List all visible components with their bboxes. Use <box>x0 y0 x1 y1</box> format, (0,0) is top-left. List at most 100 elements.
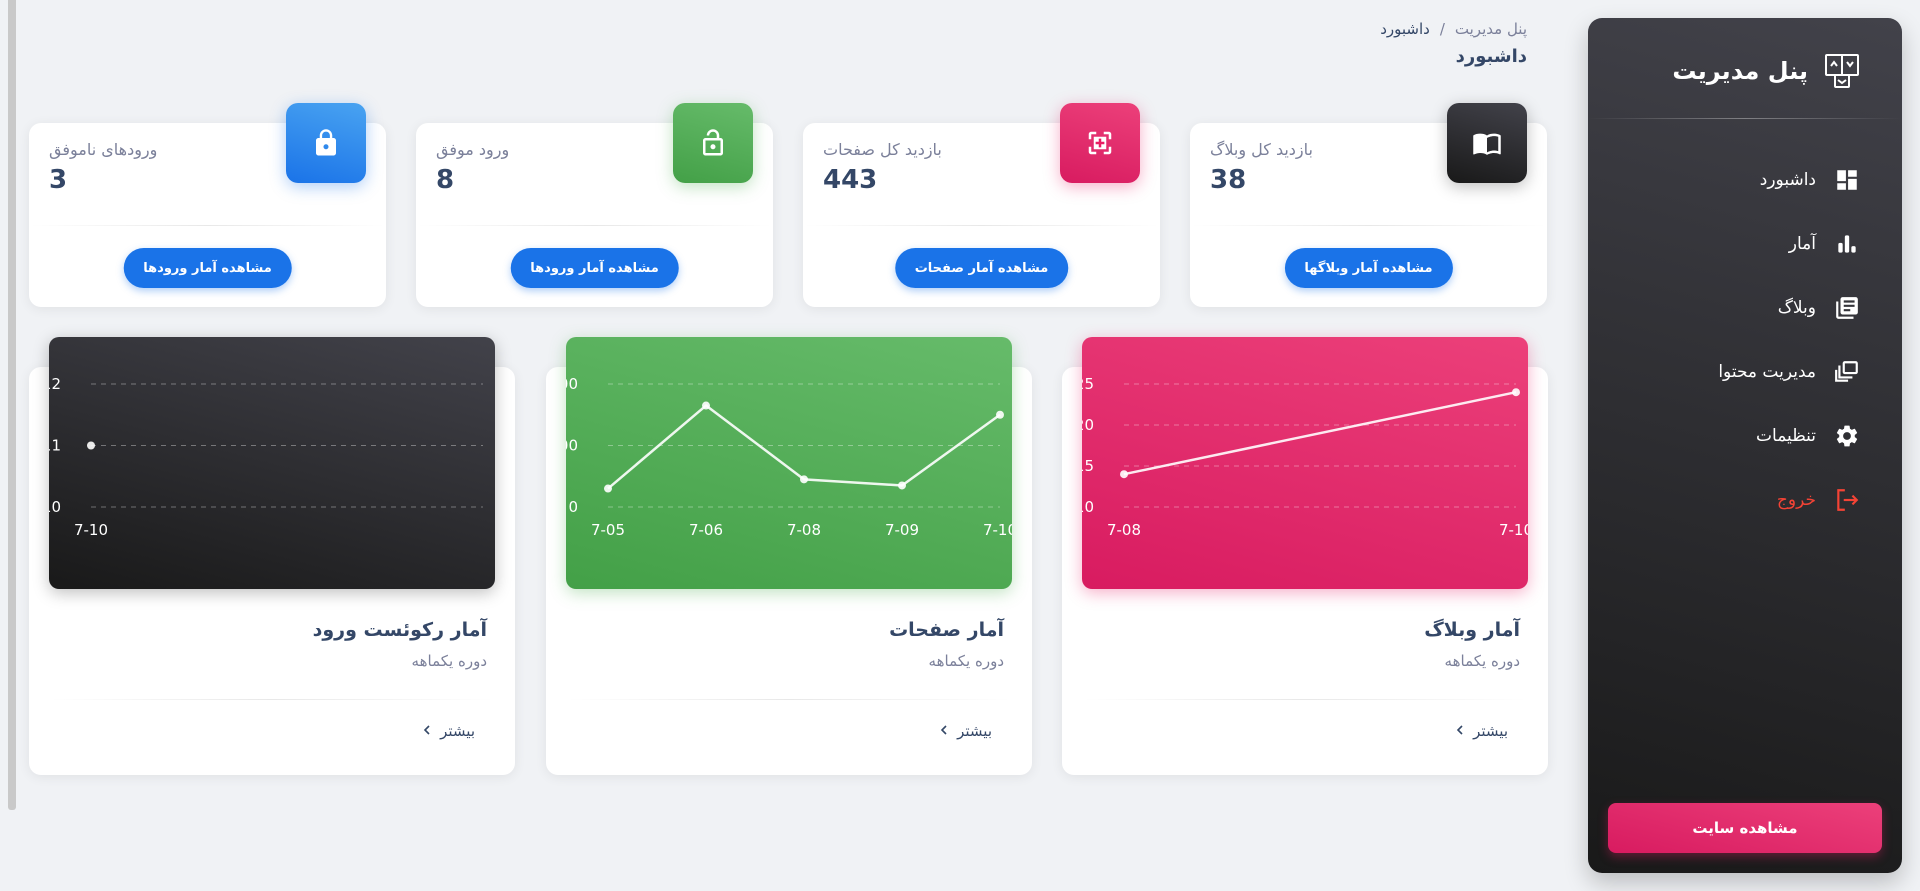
y-tick-label: 10 <box>49 498 61 516</box>
breadcrumb-root[interactable]: پنل مدیریت <box>1454 20 1527 38</box>
stat-label: بازدید کل صفحات <box>823 140 942 159</box>
chart-subtitle: دوره یکماهه <box>411 652 487 670</box>
pages-line-chart: 0 100 200 7-05 7-06 7-08 7-09 7-10 <box>566 375 1012 539</box>
sidebar-brand[interactable]: پنل مدیریت <box>1618 48 1862 94</box>
sidebar-item-label: خروج <box>1776 490 1816 510</box>
chart-title: آمار صفحات <box>889 619 1004 641</box>
stat-card-successful-logins: ورود موفق 8 مشاهده آمار ورودها <box>416 103 773 307</box>
pages-chart: 0 100 200 7-05 7-06 7-08 7-09 7-10 <box>566 337 1012 589</box>
chart-subtitle: دوره یکماهه <box>1444 652 1520 670</box>
view-page-stats-button[interactable]: مشاهده آمار صفحات <box>894 248 1069 288</box>
login-requests-chart: 10 11 12 7-10 <box>49 337 495 589</box>
more-link[interactable]: بیشتر <box>422 722 475 740</box>
data-point <box>604 484 612 493</box>
sidebar-item-label: وبلاگ <box>1777 298 1816 318</box>
x-tick-label: 7-08 <box>1107 521 1141 539</box>
lock-icon <box>286 103 366 183</box>
bar-chart-icon <box>1832 229 1862 259</box>
sidebar-item-dashboard[interactable]: داشبورد <box>1588 148 1902 212</box>
breadcrumb: پنل مدیریت / داشبورد داشبورد <box>1380 20 1527 67</box>
library-books-icon <box>1832 293 1862 323</box>
stat-value: 443 <box>823 165 878 195</box>
sidebar-item-content[interactable]: مدیریت محتوا <box>1588 340 1902 404</box>
data-point <box>996 410 1004 419</box>
visit-site-button[interactable]: مشاهده سایت <box>1608 803 1882 853</box>
chart-more-label: بیشتر <box>957 722 992 740</box>
sidebar-item-label: تنظیمات <box>1756 426 1816 446</box>
chart-title: آمار وبلاگ <box>1424 619 1520 641</box>
chart-subtitle: دوره یکماهه <box>928 652 1004 670</box>
data-point <box>1120 470 1128 479</box>
series-line <box>1123 390 1517 476</box>
admin-panel-icon <box>1822 51 1862 91</box>
chart-divider <box>49 699 495 700</box>
y-tick-label: 15 <box>1082 457 1094 475</box>
sidebar-item-label: داشبورد <box>1759 170 1816 190</box>
x-tick-label: 7-10 <box>74 521 108 539</box>
y-tick-label: 200 <box>566 375 578 393</box>
stat-card-page-visits: بازدید کل صفحات 443 مشاهده آمار صفحات <box>803 103 1160 307</box>
x-tick-label: 7-10 <box>983 521 1012 539</box>
chart-more-label: بیشتر <box>1473 722 1508 740</box>
y-tick-label: 12 <box>49 375 61 393</box>
more-link[interactable]: بیشتر <box>939 722 992 740</box>
y-tick-label: 20 <box>1082 416 1094 434</box>
chart-card-pages: 0 100 200 7-05 7-06 7-08 7-09 7-10 آمار صفحات د… <box>546 337 1032 775</box>
sidebar-item-logout[interactable]: خروج <box>1588 468 1902 532</box>
lock-open-icon <box>673 103 753 183</box>
view-login-stats-button[interactable]: مشاهده آمار ورودها <box>510 248 679 288</box>
data-point <box>898 481 906 490</box>
x-tick-label: 7-05 <box>591 521 625 539</box>
blog-line-chart: 10 15 20 25 7-08 7-10 <box>1082 375 1528 539</box>
stat-card-failed-logins: ورودهای ناموفق 3 مشاهده آمار ورودها <box>29 103 386 307</box>
stat-label: ورود موفق <box>436 140 510 159</box>
book-icon <box>1447 103 1527 183</box>
x-tick-label: 7-09 <box>885 521 919 539</box>
logout-icon <box>1832 485 1862 515</box>
y-tick-label: 10 <box>1082 498 1094 516</box>
chart-title: آمار رکوئست ورود <box>312 619 487 641</box>
stat-label: بازدید کل وبلاگ <box>1210 140 1313 159</box>
sidebar-item-label: مدیریت محتوا <box>1718 362 1816 382</box>
stat-divider <box>1190 225 1547 226</box>
data-point <box>800 475 808 484</box>
stat-divider <box>416 225 773 226</box>
page-scrollbar[interactable] <box>8 0 16 810</box>
y-tick-label: 25 <box>1082 375 1094 393</box>
sidebar-item-label: آمار <box>1788 234 1816 254</box>
sidebar-item-blog[interactable]: وبلاگ <box>1588 276 1902 340</box>
sidebar-brand-title: پنل مدیریت <box>1672 57 1808 85</box>
data-point <box>1512 388 1520 397</box>
more-link[interactable]: بیشتر <box>1455 722 1508 740</box>
data-point <box>87 441 95 450</box>
chevron-left-icon <box>422 722 432 740</box>
y-tick-label: 11 <box>49 437 61 455</box>
y-tick-label: 100 <box>566 437 578 455</box>
chart-divider <box>566 699 1012 700</box>
sidebar-item-stats[interactable]: آمار <box>1588 212 1902 276</box>
sidebar: پنل مدیریت داشبورد آمار وبلاگ مدیریت محت <box>1588 18 1902 873</box>
x-tick-label: 7-06 <box>689 521 723 539</box>
stat-divider <box>29 225 386 226</box>
stat-label: ورودهای ناموفق <box>49 140 158 159</box>
login-requests-line-chart: 10 11 12 7-10 <box>49 375 483 539</box>
page-title: داشبورد <box>1455 46 1527 67</box>
pages-icon <box>1060 103 1140 183</box>
x-tick-label: 7-08 <box>787 521 821 539</box>
breadcrumb-current: داشبورد <box>1380 20 1430 38</box>
chevron-left-icon <box>1455 722 1465 740</box>
collections-icon <box>1832 357 1862 387</box>
sidebar-nav: داشبورد آمار وبلاگ مدیریت محتوا تنظیمات <box>1588 148 1902 532</box>
chart-card-login-requests: 1011127-10 آمار رکوئست ورود دوره یکماهه … <box>29 337 515 775</box>
stat-value: 8 <box>436 165 455 195</box>
dashboard-icon <box>1832 165 1862 195</box>
chart-more-label: بیشتر <box>440 722 475 740</box>
y-tick-label: 0 <box>568 498 578 516</box>
stat-value: 38 <box>1210 165 1247 195</box>
sidebar-item-settings[interactable]: تنظیمات <box>1588 404 1902 468</box>
view-blog-stats-button[interactable]: مشاهده آمار وبلاگها <box>1284 248 1453 288</box>
blog-chart: 10 15 20 25 7-08 7-10 <box>1082 337 1528 589</box>
view-failed-login-stats-button[interactable]: مشاهده آمار ورودها <box>123 248 292 288</box>
stat-card-blog-visits: بازدید کل وبلاگ 38 مشاهده آمار وبلاگها <box>1190 103 1547 307</box>
gear-icon <box>1832 421 1862 451</box>
